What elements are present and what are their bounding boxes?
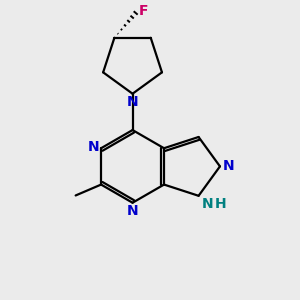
Text: H: H	[214, 197, 226, 211]
Text: N: N	[88, 140, 100, 154]
Text: N: N	[127, 95, 138, 109]
Text: N: N	[223, 159, 235, 173]
Text: F: F	[139, 4, 149, 18]
Text: N: N	[202, 197, 213, 211]
Text: N: N	[127, 204, 138, 218]
